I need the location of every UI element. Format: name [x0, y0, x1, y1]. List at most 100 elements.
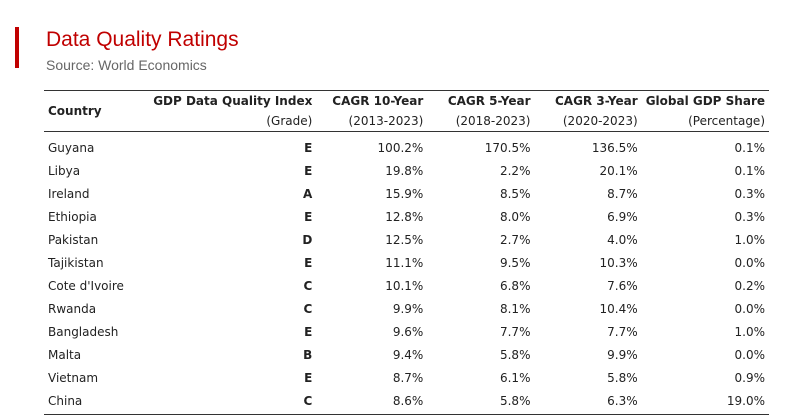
header-global-gdp-share-unit: (Percentage)	[688, 114, 765, 128]
ratings-table: Country GDP Data Quality Index (Grade) C…	[44, 90, 769, 415]
cell-grade: E	[304, 163, 313, 178]
page-subtitle: Source: World Economics	[46, 57, 207, 73]
cell-cagr-3-year: 6.3%	[607, 393, 638, 408]
cell-cagr-10-year: 12.8%	[385, 209, 424, 224]
cell-country: Guyana	[48, 140, 95, 155]
cell-cagr-5-year: 2.2%	[499, 163, 531, 178]
cell-cagr-3-year: 5.8%	[607, 370, 638, 385]
cell-cagr-10-year: 9.6%	[392, 324, 424, 339]
cell-grade: E	[304, 324, 313, 339]
cell-cagr-3-year: 7.7%	[607, 324, 638, 339]
cell-country: Ethiopia	[48, 209, 97, 224]
header-cagr-5-year-period: (2018-2023)	[455, 114, 531, 128]
cell-cagr-3-year: 6.9%	[607, 209, 638, 224]
table-row: Cote d'Ivoire C 10.1% 6.8% 7.6% 0.2%	[44, 274, 769, 297]
cell-country: Bangladesh	[48, 324, 119, 339]
cell-cagr-10-year: 12.5%	[385, 232, 424, 247]
header-cagr-3-year: CAGR 3-Year (2020-2023)	[534, 91, 641, 132]
header-cagr-10-year-label: CAGR 10-Year	[332, 94, 424, 108]
cell-cagr-10-year: 8.6%	[392, 393, 424, 408]
table-row: Bangladesh E 9.6% 7.7% 7.7% 1.0%	[44, 320, 769, 343]
header-cagr-5-year: CAGR 5-Year (2018-2023)	[427, 91, 534, 132]
cell-country: China	[48, 393, 83, 408]
cell-grade: B	[303, 347, 313, 362]
cell-country: Pakistan	[48, 232, 99, 247]
page-title: Data Quality Ratings	[46, 28, 239, 51]
cell-gdp-share: 0.1%	[734, 163, 766, 178]
header-country-label: Country	[48, 104, 102, 118]
cell-gdp-share: 0.3%	[734, 186, 766, 201]
cell-cagr-3-year: 20.1%	[599, 163, 638, 178]
cell-cagr-5-year: 9.5%	[499, 255, 531, 270]
header-row: Country GDP Data Quality Index (Grade) C…	[44, 90, 769, 132]
header-cagr-3-year-label: CAGR 3-Year	[554, 94, 638, 108]
cell-cagr-10-year: 10.1%	[385, 278, 424, 293]
cell-grade: E	[304, 209, 313, 224]
cell-country: Ireland	[48, 186, 90, 201]
cell-cagr-3-year: 9.9%	[607, 347, 638, 362]
cell-cagr-3-year: 10.3%	[599, 255, 638, 270]
cell-cagr-5-year: 170.5%	[484, 140, 531, 155]
header-global-gdp-share: Global GDP Share (Percentage)	[642, 91, 769, 132]
cell-grade: C	[303, 393, 313, 408]
cell-gdp-share: 1.0%	[734, 232, 766, 247]
cell-country: Cote d'Ivoire	[48, 278, 124, 293]
cell-cagr-5-year: 2.7%	[499, 232, 531, 247]
cell-gdp-share: 0.9%	[734, 370, 766, 385]
header-cagr-10-year-period: (2013-2023)	[348, 114, 424, 128]
table-row: Ethiopia E 12.8% 8.0% 6.9% 0.3%	[44, 205, 769, 228]
table-row: Libya E 19.8% 2.2% 20.1% 0.1%	[44, 159, 769, 182]
cell-cagr-3-year: 136.5%	[591, 140, 638, 155]
cell-country: Vietnam	[48, 370, 99, 385]
cell-gdp-share: 19.0%	[726, 393, 765, 408]
cell-cagr-5-year: 6.8%	[499, 278, 531, 293]
cell-cagr-5-year: 8.5%	[499, 186, 531, 201]
title-accent-bar	[15, 27, 19, 68]
cell-grade: E	[304, 370, 313, 385]
cell-cagr-10-year: 11.1%	[385, 255, 424, 270]
cell-cagr-3-year: 8.7%	[607, 186, 638, 201]
cell-cagr-10-year: 15.9%	[385, 186, 424, 201]
cell-grade: A	[303, 186, 313, 201]
table-row: Vietnam E 8.7% 6.1% 5.8% 0.9%	[44, 366, 769, 389]
cell-gdp-share: 0.0%	[734, 301, 766, 316]
header-cagr-10-year: CAGR 10-Year (2013-2023)	[316, 91, 427, 132]
cell-grade: E	[304, 140, 313, 155]
table-header: Country GDP Data Quality Index (Grade) C…	[44, 90, 769, 132]
table-row: Guyana E 100.2% 170.5% 136.5% 0.1%	[44, 132, 769, 160]
cell-gdp-share: 0.2%	[734, 278, 766, 293]
header-global-gdp-share-label: Global GDP Share	[645, 94, 765, 108]
table-row: Tajikistan E 11.1% 9.5% 10.3% 0.0%	[44, 251, 769, 274]
cell-cagr-10-year: 9.9%	[392, 301, 424, 316]
cell-country: Malta	[48, 347, 82, 362]
cell-cagr-10-year: 100.2%	[377, 140, 424, 155]
cell-cagr-5-year: 8.1%	[499, 301, 531, 316]
table-row: Pakistan D 12.5% 2.7% 4.0% 1.0%	[44, 228, 769, 251]
cell-country: Tajikistan	[48, 255, 104, 270]
table-row: China C 8.6% 5.8% 6.3% 19.0%	[44, 389, 769, 415]
cell-gdp-share: 0.0%	[734, 347, 766, 362]
header-cagr-5-year-label: CAGR 5-Year	[447, 94, 531, 108]
table-row: Malta B 9.4% 5.8% 9.9% 0.0%	[44, 343, 769, 366]
cell-grade: E	[304, 255, 313, 270]
cell-cagr-5-year: 5.8%	[499, 393, 531, 408]
cell-gdp-share: 0.3%	[734, 209, 766, 224]
cell-cagr-5-year: 6.1%	[499, 370, 531, 385]
table-body: Guyana E 100.2% 170.5% 136.5% 0.1% Libya…	[44, 132, 769, 415]
cell-cagr-10-year: 9.4%	[392, 347, 424, 362]
cell-gdp-share: 1.0%	[734, 324, 766, 339]
cell-grade: C	[303, 278, 313, 293]
cell-cagr-5-year: 5.8%	[499, 347, 531, 362]
cell-cagr-5-year: 7.7%	[499, 324, 531, 339]
cell-grade: C	[303, 301, 313, 316]
cell-cagr-10-year: 8.7%	[392, 370, 424, 385]
cell-cagr-10-year: 19.8%	[385, 163, 424, 178]
cell-gdp-share: 0.0%	[734, 255, 766, 270]
cell-country: Rwanda	[48, 301, 97, 316]
table-row: Rwanda C 9.9% 8.1% 10.4% 0.0%	[44, 297, 769, 320]
cell-cagr-3-year: 10.4%	[599, 301, 638, 316]
cell-gdp-share: 0.1%	[734, 140, 766, 155]
header-gdp-quality-index-unit: (Grade)	[266, 114, 313, 128]
header-gdp-quality-index: GDP Data Quality Index (Grade)	[149, 91, 316, 132]
header-country: Country	[44, 91, 149, 132]
